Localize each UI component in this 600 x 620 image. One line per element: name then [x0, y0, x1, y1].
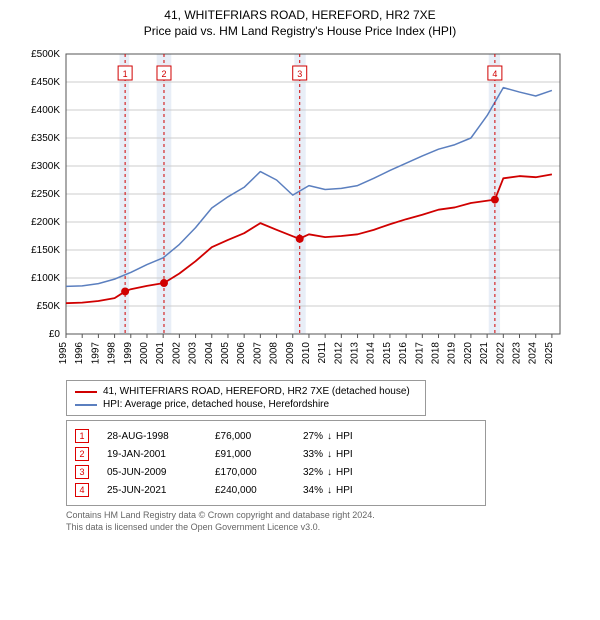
- svg-text:2006: 2006: [236, 342, 247, 365]
- svg-text:2019: 2019: [447, 342, 458, 365]
- svg-text:2025: 2025: [544, 342, 555, 365]
- svg-text:£250K: £250K: [31, 189, 60, 200]
- event-row: 3 05-JUN-2009 £170,000 32%↓HPI: [75, 463, 477, 481]
- svg-text:1999: 1999: [123, 342, 134, 365]
- event-row: 4 25-JUN-2021 £240,000 34%↓HPI: [75, 481, 477, 499]
- svg-text:2014: 2014: [366, 342, 377, 365]
- footer-line-1: Contains HM Land Registry data © Crown c…: [66, 510, 590, 522]
- svg-text:2007: 2007: [252, 342, 263, 365]
- event-delta: 27%↓HPI: [303, 431, 383, 442]
- event-marker-icon: 2: [75, 447, 89, 461]
- legend-item: HPI: Average price, detached house, Here…: [75, 398, 417, 411]
- svg-text:1997: 1997: [90, 342, 101, 365]
- event-price: £170,000: [215, 467, 285, 478]
- svg-text:2009: 2009: [285, 342, 296, 365]
- event-row: 1 28-AUG-1998 £76,000 27%↓HPI: [75, 427, 477, 445]
- event-date: 19-JAN-2001: [107, 449, 197, 460]
- legend-item: 41, WHITEFRIARS ROAD, HEREFORD, HR2 7XE …: [75, 385, 417, 398]
- title-subtitle: Price paid vs. HM Land Registry's House …: [10, 24, 590, 38]
- svg-text:2021: 2021: [479, 342, 490, 365]
- svg-text:3: 3: [297, 69, 302, 79]
- event-date: 25-JUN-2021: [107, 485, 197, 496]
- svg-text:2008: 2008: [269, 342, 280, 365]
- arrow-down-icon: ↓: [327, 485, 332, 496]
- arrow-down-icon: ↓: [327, 449, 332, 460]
- chart-area: £0 £50K £100K £150K £200K £250K £300K £350K £400…: [10, 44, 590, 374]
- event-date: 05-JUN-2009: [107, 467, 197, 478]
- svg-text:2013: 2013: [350, 342, 361, 365]
- event-delta: 33%↓HPI: [303, 449, 383, 460]
- svg-text:£150K: £150K: [31, 245, 60, 256]
- event-delta: 32%↓HPI: [303, 467, 383, 478]
- legend: 41, WHITEFRIARS ROAD, HEREFORD, HR2 7XE …: [66, 380, 426, 416]
- svg-text:2018: 2018: [431, 342, 442, 365]
- svg-text:2003: 2003: [188, 342, 199, 365]
- svg-text:£100K: £100K: [31, 273, 60, 284]
- svg-text:1995: 1995: [58, 342, 69, 365]
- svg-text:2005: 2005: [220, 342, 231, 365]
- svg-text:£0: £0: [49, 329, 61, 340]
- svg-text:4: 4: [492, 69, 497, 79]
- arrow-down-icon: ↓: [327, 431, 332, 442]
- svg-text:2023: 2023: [512, 342, 523, 365]
- svg-text:2004: 2004: [204, 342, 215, 365]
- event-marker-icon: 1: [75, 429, 89, 443]
- event-marker-icon: 4: [75, 483, 89, 497]
- event-row: 2 19-JAN-2001 £91,000 33%↓HPI: [75, 445, 477, 463]
- title-address: 41, WHITEFRIARS ROAD, HEREFORD, HR2 7XE: [10, 8, 590, 22]
- svg-text:2012: 2012: [333, 342, 344, 365]
- event-price: £76,000: [215, 431, 285, 442]
- legend-swatch: [75, 404, 97, 406]
- legend-label: 41, WHITEFRIARS ROAD, HEREFORD, HR2 7XE …: [103, 386, 410, 397]
- arrow-down-icon: ↓: [327, 467, 332, 478]
- svg-text:£500K: £500K: [31, 49, 60, 60]
- svg-text:1: 1: [123, 69, 128, 79]
- svg-text:2001: 2001: [155, 342, 166, 365]
- svg-text:2024: 2024: [528, 342, 539, 365]
- footer-line-2: This data is licensed under the Open Gov…: [66, 522, 590, 534]
- svg-text:1996: 1996: [74, 342, 85, 365]
- event-delta: 34%↓HPI: [303, 485, 383, 496]
- svg-text:2016: 2016: [398, 342, 409, 365]
- event-marker-icon: 3: [75, 465, 89, 479]
- legend-label: HPI: Average price, detached house, Here…: [103, 399, 329, 410]
- event-price: £91,000: [215, 449, 285, 460]
- svg-text:2011: 2011: [317, 342, 328, 364]
- price-chart: £0 £50K £100K £150K £200K £250K £300K £350K £400…: [10, 44, 570, 374]
- svg-text:2002: 2002: [171, 342, 182, 365]
- svg-text:2020: 2020: [463, 342, 474, 365]
- svg-text:£350K: £350K: [31, 133, 60, 144]
- event-price: £240,000: [215, 485, 285, 496]
- svg-text:2000: 2000: [139, 342, 150, 365]
- svg-text:2015: 2015: [382, 342, 393, 365]
- svg-text:£50K: £50K: [37, 301, 61, 312]
- svg-text:2022: 2022: [495, 342, 506, 365]
- event-date: 28-AUG-1998: [107, 431, 197, 442]
- events-table: 1 28-AUG-1998 £76,000 27%↓HPI 2 19-JAN-2001 £9…: [66, 420, 486, 506]
- svg-text:£200K: £200K: [31, 217, 60, 228]
- legend-swatch: [75, 391, 97, 393]
- footer-attribution: Contains HM Land Registry data © Crown c…: [66, 510, 590, 533]
- svg-text:£300K: £300K: [31, 161, 60, 172]
- svg-text:£450K: £450K: [31, 77, 60, 88]
- svg-text:1998: 1998: [107, 342, 118, 365]
- svg-text:2017: 2017: [414, 342, 425, 365]
- svg-text:£400K: £400K: [31, 105, 60, 116]
- svg-text:2010: 2010: [301, 342, 312, 365]
- svg-text:2: 2: [161, 69, 166, 79]
